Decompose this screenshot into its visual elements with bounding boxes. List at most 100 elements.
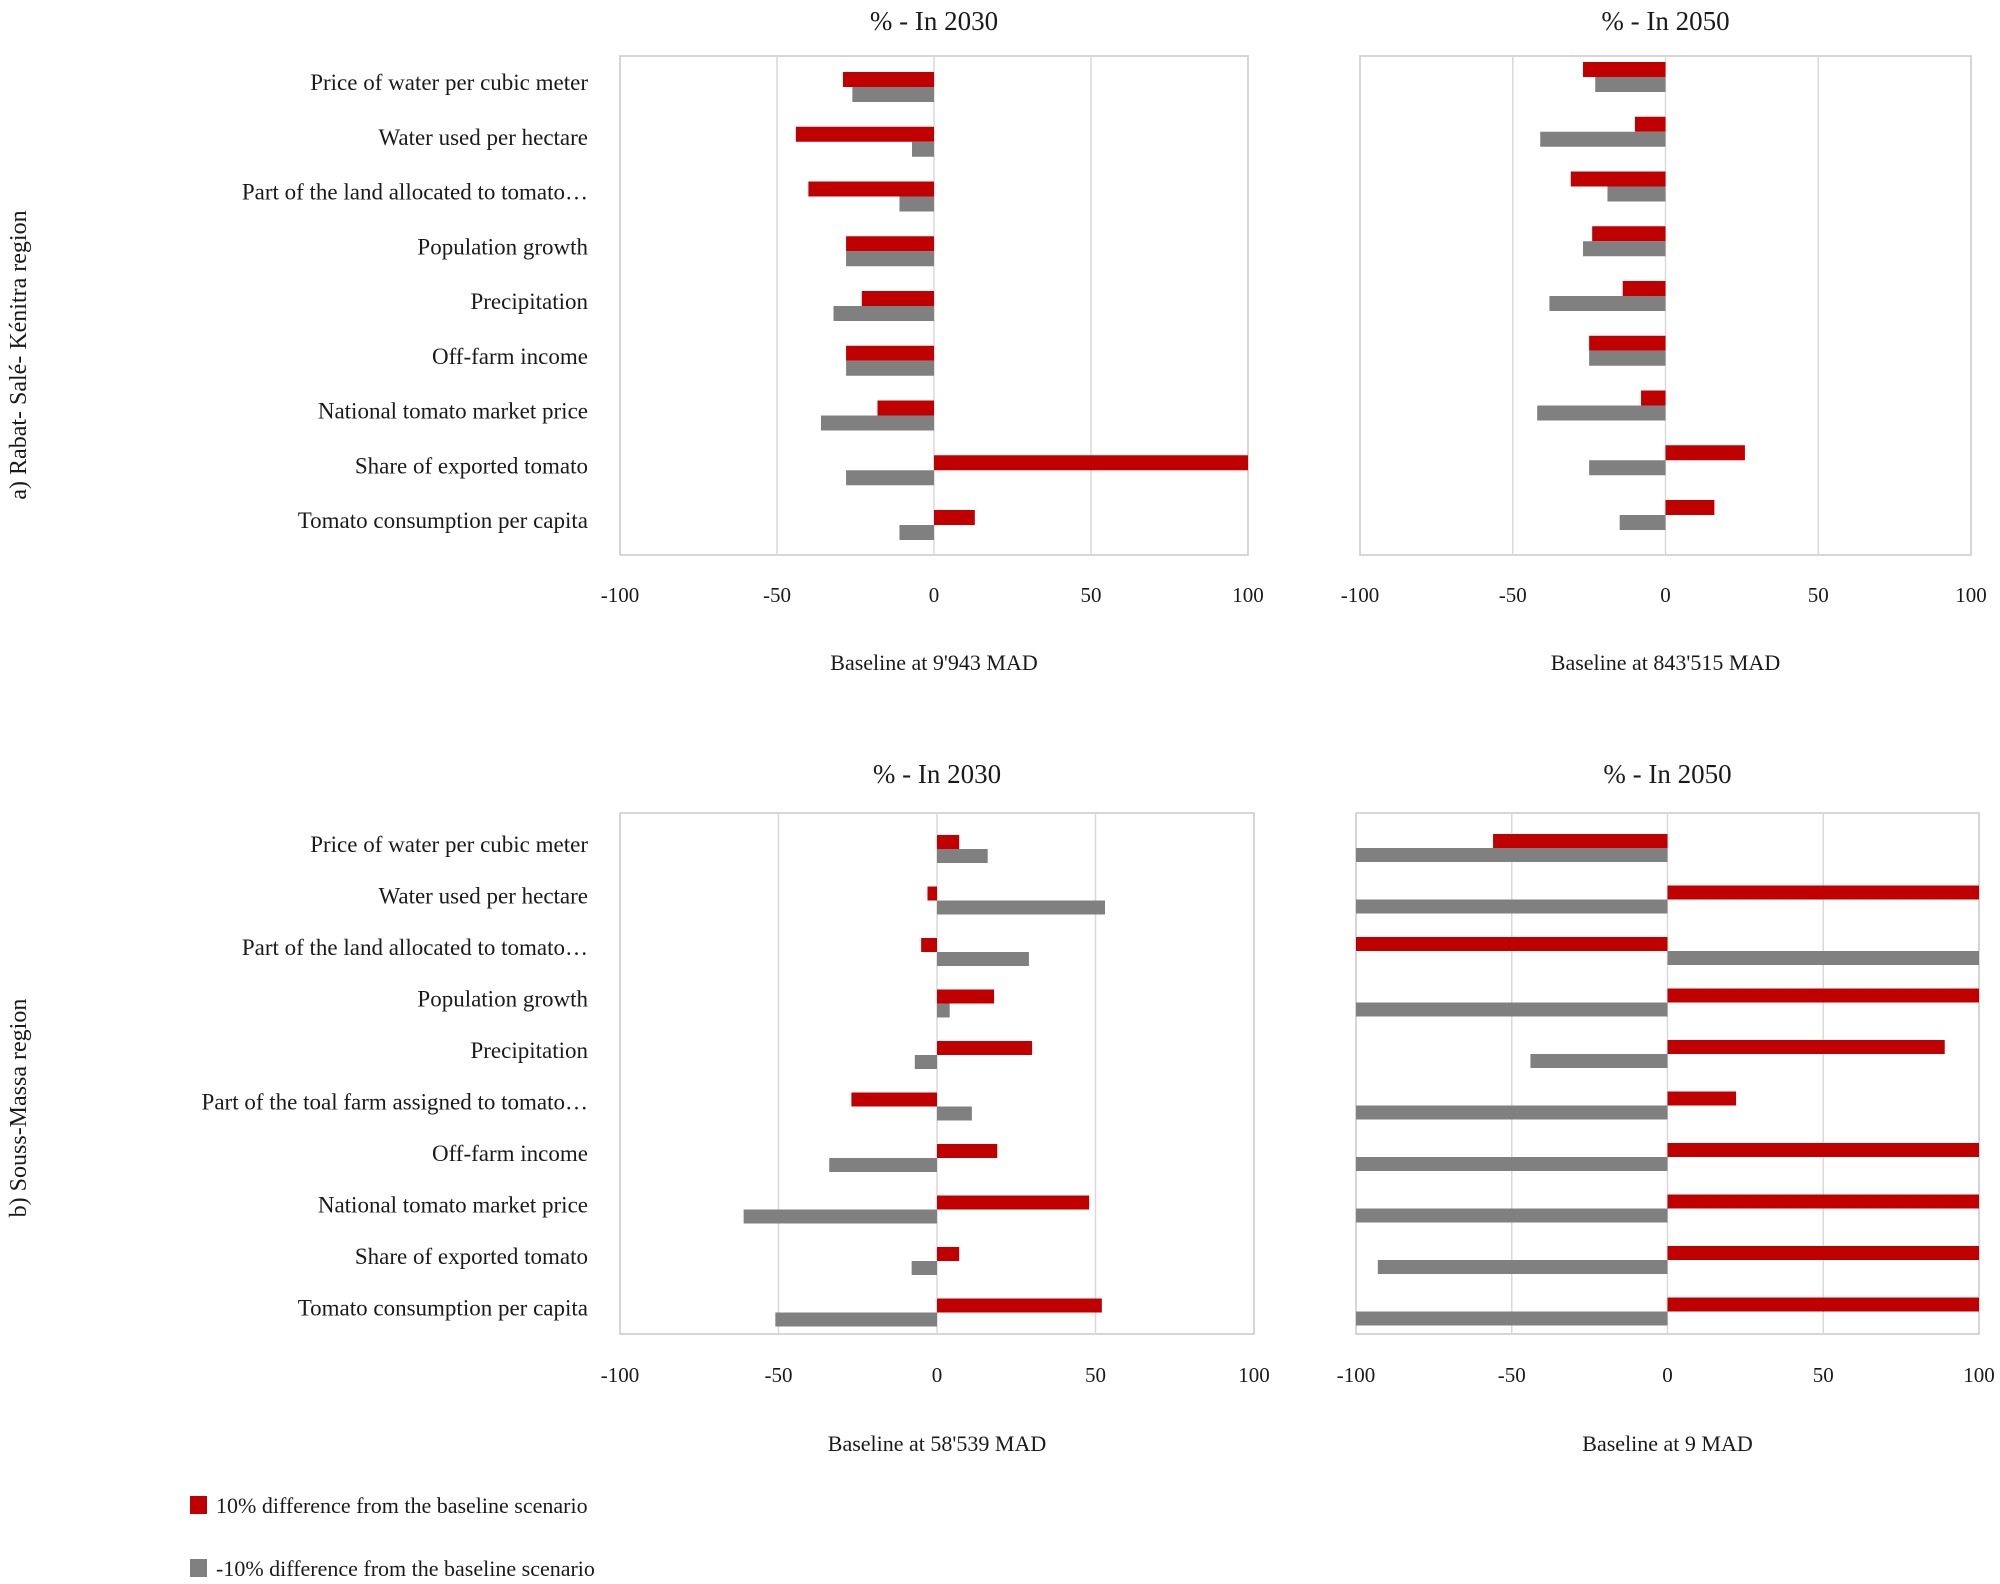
x-tick-label: 100: [1963, 1363, 1995, 1387]
chart-panel-3: -100 -50 0 50 100 % - In 2030 Baseline at 58'5…: [202, 759, 1270, 1456]
bar-plus10: [795, 126, 934, 142]
legend: 10% difference from the baseline scenari…: [190, 1493, 595, 1581]
category-label: Price of water per cubic meter: [310, 70, 588, 95]
category-label: Share of exported tomato: [355, 453, 588, 478]
bar-plus10: [1493, 834, 1668, 848]
bar-minus10: [743, 1209, 937, 1224]
x-tick-label: 100: [1232, 583, 1264, 607]
bar-plus10: [1667, 988, 1979, 1003]
bar-plus10: [921, 938, 937, 952]
bar-plus10: [937, 1144, 998, 1158]
bar-minus10: [1589, 460, 1666, 476]
bar-plus10: [927, 886, 937, 901]
bar-minus10: [833, 306, 934, 321]
category-label: National tomato market price: [318, 399, 588, 424]
bar-minus10: [846, 470, 934, 486]
x-tick-label: -100: [1337, 1363, 1376, 1387]
bar-plus10: [937, 835, 960, 849]
bar-plus10: [1356, 937, 1668, 951]
x-axis-label: Baseline at 9 MAD: [1582, 1431, 1752, 1456]
bar-minus10: [1356, 1311, 1668, 1326]
bar-plus10: [851, 1092, 937, 1107]
bar-plus10: [934, 455, 1248, 471]
bar-plus10: [1583, 62, 1666, 77]
category-label: National tomato market price: [318, 1193, 588, 1218]
x-tick-label: 100: [1955, 583, 1987, 607]
chart-panels: -100 -50 0 50 100 % - In 2030 Baseline at 9'94…: [202, 6, 1995, 1456]
bar-plus10: [861, 291, 934, 306]
category-label: Price of water per cubic meter: [310, 832, 588, 857]
category-label: Tomato consumption per capita: [298, 508, 588, 533]
x-tick-label: 0: [1660, 583, 1671, 607]
bar-minus10: [937, 952, 1029, 966]
bar-plus10: [1667, 1091, 1737, 1106]
chart-title: % - In 2030: [873, 759, 1001, 789]
chart-title: % - In 2030: [870, 6, 998, 36]
bar-minus10: [1607, 186, 1666, 202]
category-label: Tomato consumption per capita: [298, 1296, 588, 1321]
x-tick-label: -50: [1498, 1363, 1526, 1387]
x-tick-label: 50: [1085, 1363, 1106, 1387]
bar-plus10: [846, 345, 934, 361]
bar-minus10: [937, 900, 1106, 915]
bar-plus10: [937, 989, 995, 1004]
bar-minus10: [1530, 1054, 1668, 1068]
chart-title: % - In 2050: [1603, 759, 1731, 789]
chart-panel-2: -100 -50 0 50 100 % - In 2050 Baseline at 843'…: [1341, 6, 1987, 675]
chart-panel-1: -100 -50 0 50 100 % - In 2030 Baseline at 9'94…: [242, 6, 1264, 675]
bar-plus10: [1667, 1246, 1979, 1260]
category-label: Share of exported tomato: [355, 1244, 588, 1269]
bar-minus10: [899, 525, 934, 540]
region-label-rabat: a) Rabat- Salé- Kénitra region: [6, 210, 32, 499]
bar-plus10: [1634, 116, 1666, 132]
bar-minus10: [937, 1106, 972, 1121]
bar-plus10: [934, 510, 975, 525]
bar-minus10: [1537, 405, 1666, 421]
x-tick-label: 0: [1662, 1363, 1673, 1387]
x-tick-label: 50: [1813, 1363, 1834, 1387]
x-axis-label: Baseline at 9'943 MAD: [830, 650, 1037, 675]
bar-plus10: [877, 400, 934, 416]
bar-plus10: [1667, 1040, 1945, 1054]
bar-minus10: [1356, 1002, 1668, 1017]
category-label: Precipitation: [470, 1038, 588, 1063]
x-tick-label: -50: [763, 583, 791, 607]
bar-plus10: [1665, 445, 1745, 461]
bar-minus10: [914, 1055, 937, 1069]
bar-minus10: [1356, 848, 1668, 862]
category-label: Off-farm income: [432, 1141, 588, 1166]
x-tick-label: -100: [1341, 583, 1380, 607]
bar-plus10: [1570, 171, 1666, 187]
bar-minus10: [1540, 131, 1666, 147]
x-axis-label: Baseline at 843'515 MAD: [1551, 650, 1780, 675]
bar-minus10: [912, 141, 934, 157]
bar-minus10: [775, 1312, 937, 1327]
bar-minus10: [846, 251, 934, 267]
bar-plus10: [1667, 1194, 1979, 1209]
x-tick-label: -50: [765, 1363, 793, 1387]
bar-minus10: [1356, 1105, 1668, 1120]
bar-minus10: [911, 1261, 937, 1275]
legend-swatch-positive: [190, 1496, 207, 1514]
category-label: Part of the land allocated to tomato…: [242, 935, 588, 960]
bar-minus10: [937, 1003, 950, 1018]
bar-plus10: [1592, 226, 1666, 242]
category-label: Part of the toal farm assigned to tomato…: [202, 1090, 588, 1115]
bar-plus10: [1667, 1143, 1979, 1157]
x-tick-label: -100: [601, 1363, 640, 1387]
bar-minus10: [1589, 350, 1666, 366]
legend-label-negative: -10% difference from the baseline scenar…: [216, 1556, 595, 1581]
x-tick-label: 50: [1808, 583, 1829, 607]
bar-minus10: [1377, 1260, 1668, 1274]
category-label: Part of the land allocated to tomato…: [242, 180, 588, 205]
bar-minus10: [937, 849, 988, 863]
bar-plus10: [937, 1298, 1102, 1313]
category-label: Off-farm income: [432, 344, 588, 369]
x-tick-label: -100: [601, 583, 640, 607]
bar-minus10: [1356, 1157, 1668, 1171]
bar-plus10: [842, 72, 934, 87]
bar-plus10: [937, 1041, 1033, 1055]
bar-minus10: [820, 415, 934, 431]
bar-minus10: [1583, 241, 1666, 257]
